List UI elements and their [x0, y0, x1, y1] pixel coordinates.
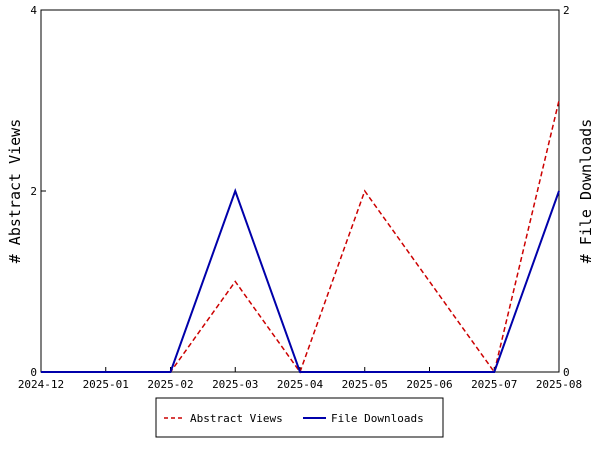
y-axis-right-title: # File Downloads — [577, 119, 595, 264]
y-right-tick-label: 2 — [563, 4, 570, 17]
ticks: 2024-12 2025-01 2025-02 2025-03 2025-04 2025-… — [18, 4, 582, 391]
y-left-tick-label: 0 — [30, 366, 37, 379]
x-tick-label: 2025-04 — [277, 378, 324, 391]
legend: Abstract Views File Downloads — [155, 397, 444, 438]
series-line-file-downloads — [41, 188, 560, 373]
y-axis-left-title: # Abstract Views — [6, 119, 24, 264]
y-right-tick-label: 0 — [563, 366, 570, 379]
x-tick-label: 2025-05 — [342, 378, 388, 391]
x-tick-label: 2025-07 — [471, 378, 517, 391]
x-tick-label: 2025-02 — [147, 378, 193, 391]
y-left-tick-label: 2 — [30, 185, 37, 198]
x-tick-label: 2025-03 — [212, 378, 258, 391]
plot-area — [40, 9, 560, 373]
legend-label-abstract-views: Abstract Views — [190, 412, 283, 425]
x-tick-label: 2025-06 — [406, 378, 452, 391]
x-tick-label: 2024-12 — [18, 378, 64, 391]
legend-label-file-downloads: File Downloads — [331, 412, 424, 425]
y-left-tick-label: 4 — [30, 4, 37, 17]
legend-box — [155, 397, 444, 438]
series-line-abstract-views — [41, 100, 560, 374]
x-tick-label: 2025-08 — [536, 378, 582, 391]
x-tick-label: 2025-01 — [83, 378, 129, 391]
series — [41, 100, 560, 374]
